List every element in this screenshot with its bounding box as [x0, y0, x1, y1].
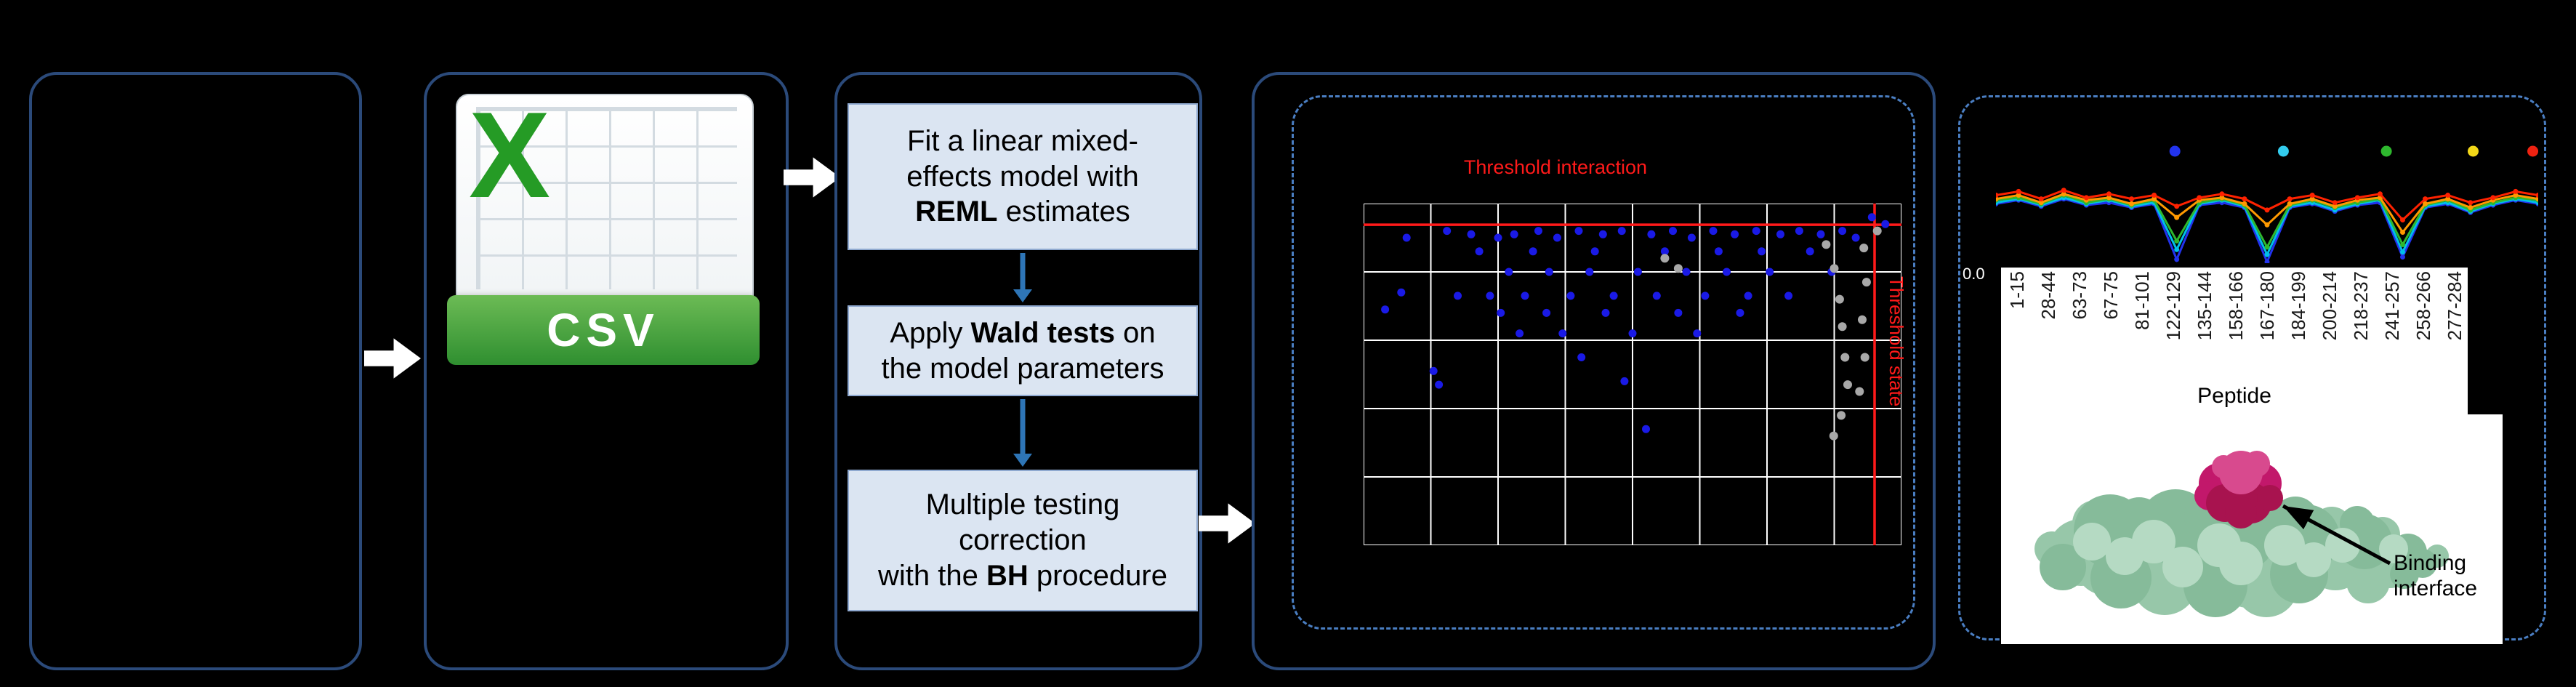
- panel-csv-file: X CSV: [424, 72, 789, 670]
- down-arrow-icon: [1013, 253, 1032, 302]
- right-arrow-icon: [1199, 503, 1255, 544]
- deuteration-profile-plot: [1993, 140, 2541, 265]
- csv-file-icon: X CSV: [447, 87, 760, 365]
- panel-scatter-results: Threshold interaction Threshold state: [1252, 72, 1936, 670]
- right-arrow-icon: [784, 157, 840, 198]
- step1-text: Fit a linear mixed- effects model with R…: [906, 124, 1139, 228]
- csv-label: CSV: [547, 304, 660, 356]
- protein-structure-panel: Binding interface: [2001, 414, 2503, 644]
- panel-input: [29, 72, 362, 670]
- spreadsheet-grid: [476, 107, 737, 289]
- excel-x-logo: X: [469, 87, 551, 223]
- step-box-wald: Apply Wald tests on the model parameters: [848, 305, 1198, 396]
- down-arrow-icon: [1013, 399, 1032, 467]
- step-box-bh: Multiple testing correction with the BH …: [848, 470, 1198, 611]
- peptide-axis-panel: 1-15 28-44 63-73 67-75 81-101 122-129 135-144 1…: [2001, 268, 2468, 414]
- protein-structure-image: [2034, 451, 2449, 617]
- csv-ribbon: CSV: [447, 295, 760, 365]
- profile-lines-svg: [1993, 145, 2541, 265]
- panel-statistical-steps: Fit a linear mixed- effects model with R…: [834, 72, 1202, 670]
- step-box-reml: Fit a linear mixed- effects model with R…: [848, 103, 1198, 250]
- dashed-frame-scatter: [1292, 95, 1915, 630]
- peptide-axis-label: Peptide: [2197, 384, 2271, 408]
- threshold-interaction-label: Threshold interaction: [1463, 156, 1648, 178]
- step3-text: Multiple testing correction with the BH …: [878, 489, 1167, 592]
- step2-text: Apply Wald tests on the model parameters: [881, 316, 1164, 385]
- right-arrow-icon: [364, 338, 421, 379]
- binding-interface-label: Binding interface: [2394, 551, 2478, 600]
- profile-y-tick-label: 0.0: [1963, 265, 1985, 283]
- binding-interface-arrow: [2282, 504, 2391, 566]
